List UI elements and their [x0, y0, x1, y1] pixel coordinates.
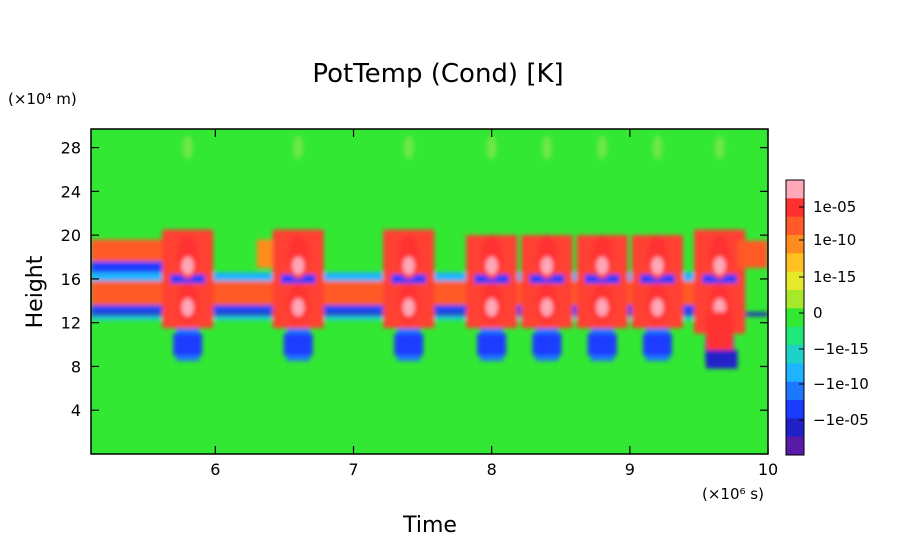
- colorbar-swatch: [786, 271, 804, 291]
- y-ticks: 4 8 12 16 20 24 28: [61, 139, 768, 420]
- event-column: [642, 333, 672, 356]
- event-column: [477, 333, 507, 356]
- colorbar-tick-label: −1e-15: [813, 340, 869, 358]
- event-plume: [182, 135, 193, 160]
- plot-area: [91, 129, 768, 454]
- event-core: [540, 298, 553, 317]
- layer-cell: [664, 272, 713, 282]
- y-tick-label: 16: [61, 270, 81, 289]
- colorbar-swatch: [786, 363, 804, 383]
- event-plume: [541, 135, 552, 160]
- event-plume: [403, 135, 414, 160]
- colorbar-swatch: [786, 436, 804, 456]
- event-plume: [486, 135, 497, 160]
- x-tick-label: 9: [625, 460, 635, 479]
- y-axis-label: Height: [23, 255, 48, 328]
- x-tick-label: 10: [758, 460, 778, 479]
- event-column: [283, 333, 313, 356]
- y-tick-label: 20: [61, 226, 81, 245]
- layer-cell: [314, 272, 407, 282]
- y-tick-label: 24: [61, 182, 81, 201]
- colorbar-swatch: [786, 253, 804, 273]
- colorbar-swatch: [786, 198, 804, 218]
- colorbar-frame: [785, 179, 805, 456]
- colorbar-tick-label: −1e-05: [813, 411, 869, 429]
- event-column: [532, 333, 562, 356]
- event-core: [292, 256, 305, 275]
- event-plume: [652, 135, 663, 160]
- y-unit-label: (×10⁴ m): [8, 90, 77, 108]
- event-core: [651, 298, 664, 317]
- event-column: [705, 311, 734, 351]
- y-tick-label: 12: [61, 314, 81, 333]
- event-plume: [597, 135, 608, 160]
- layer-cell: [201, 272, 296, 282]
- event-column: [394, 333, 424, 356]
- x-tick-label: 7: [348, 460, 358, 479]
- event-core: [292, 298, 305, 317]
- event-core: [713, 256, 726, 275]
- layer-cell: [201, 305, 296, 312]
- colorbar-tick-label: 1e-05: [813, 198, 856, 216]
- event-core: [485, 256, 498, 275]
- event-plume: [293, 135, 304, 160]
- layer-cell: [737, 240, 768, 268]
- event-column: [705, 350, 738, 369]
- event-core: [181, 256, 194, 275]
- colorbar-tick-label: −1e-10: [813, 375, 869, 393]
- heatmap-cells: [91, 135, 768, 369]
- x-tick-label: 8: [487, 460, 497, 479]
- event-core: [540, 256, 553, 275]
- colorbar-swatch: [786, 216, 804, 236]
- event-column: [173, 333, 203, 356]
- event-core: [596, 256, 609, 275]
- colorbar-tick-label: 1e-10: [813, 231, 856, 249]
- layer-cell: [91, 239, 185, 262]
- colorbar-tick-label: 1e-15: [813, 268, 856, 286]
- layer-cell: [422, 272, 489, 282]
- event-core: [181, 298, 194, 317]
- colorbar-swatch: [786, 381, 804, 401]
- layer-cell: [314, 305, 407, 312]
- event-column: [587, 333, 617, 356]
- x-tick-label: 6: [210, 460, 220, 479]
- layer-cell: [91, 272, 185, 282]
- colorbar-swatch: [786, 180, 804, 199]
- event-core: [485, 298, 498, 317]
- x-ticks: 6 7 8 9 10: [210, 129, 778, 479]
- plot-frame: [90, 128, 769, 455]
- colorbar-swatch: [786, 235, 804, 254]
- event-core: [596, 298, 609, 317]
- x-axis-label: Time: [402, 513, 457, 538]
- event-plume: [714, 135, 725, 160]
- event-core: [651, 256, 664, 275]
- x-unit-label: (×10⁶ s): [702, 485, 764, 503]
- y-tick-label: 28: [61, 139, 81, 158]
- colorbar-swatch: [786, 418, 804, 438]
- colorbar-swatch: [786, 308, 804, 328]
- colorbar-swatch: [786, 345, 804, 364]
- event-core: [402, 256, 415, 275]
- layer-cell: [91, 305, 185, 312]
- layer-cell: [422, 305, 489, 312]
- colorbar-swatch: [786, 290, 804, 309]
- layer-cell: [91, 261, 185, 273]
- event-core: [402, 298, 415, 317]
- colorbar-swatch: [786, 400, 804, 419]
- colorbar-swatch: [786, 326, 804, 346]
- y-tick-label: 4: [71, 401, 81, 420]
- y-tick-label: 8: [71, 357, 81, 376]
- chart-title: PotTemp (Cond) [K]: [312, 59, 563, 89]
- colorbar-tick-label: 0: [813, 304, 823, 322]
- layer-cell: [664, 305, 713, 312]
- colorbar: 1e-05 1e-10 1e-15 0 −1e-15 −1e-10 −1e-05: [785, 179, 869, 456]
